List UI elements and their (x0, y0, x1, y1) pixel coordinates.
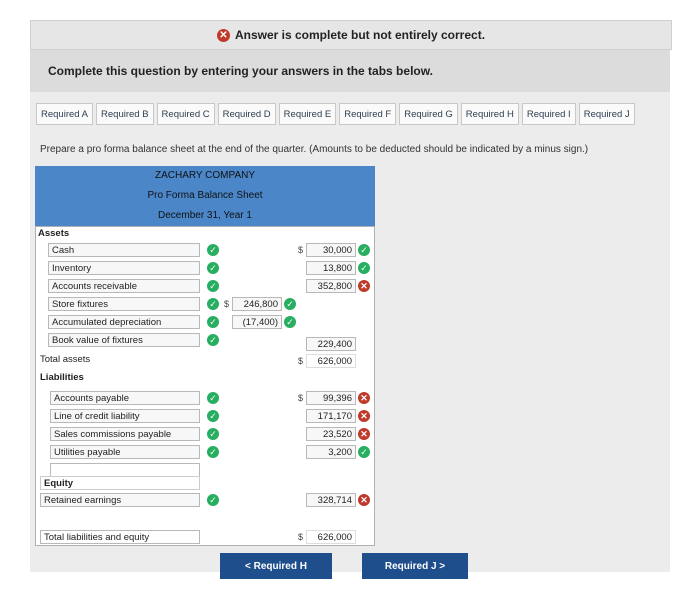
inventory-label-field[interactable]: Inventory (48, 261, 200, 275)
incorrect-icon: ✕ (358, 494, 370, 506)
balance-sheet-table: Assets Cash ✓ $ 30,000 ✓ Inventory ✓ 13,… (35, 226, 375, 546)
total-le-value: 626,000 (306, 530, 356, 544)
correct-icon: ✓ (207, 410, 219, 422)
depreciation-label-field[interactable]: Accumulated depreciation (48, 315, 200, 329)
correct-icon: ✓ (207, 446, 219, 458)
prev-required-button[interactable]: < Required H (220, 553, 332, 579)
section-equity: Equity (40, 476, 200, 490)
retained-value-field[interactable]: 328,714 (306, 493, 356, 507)
inventory-value-field[interactable]: 13,800 (306, 261, 356, 275)
total-assets-label: Total assets (40, 354, 91, 365)
dollar-sign: $ (298, 356, 304, 366)
fixtures-value-field[interactable]: 246,800 (232, 297, 282, 311)
correct-icon: ✓ (207, 494, 219, 506)
utilities-value-field[interactable]: 3,200 (306, 445, 356, 459)
tab-required-f[interactable]: Required F (339, 103, 397, 125)
incorrect-icon: ✕ (358, 280, 370, 292)
next-required-button[interactable]: Required J > (362, 553, 468, 579)
sheet-title: Pro Forma Balance Sheet (147, 190, 263, 201)
dollar-sign: $ (298, 532, 304, 542)
receivable-label-field[interactable]: Accounts receivable (48, 279, 200, 293)
commissions-label-field[interactable]: Sales commissions payable (50, 427, 200, 441)
correct-icon: ✓ (284, 316, 296, 328)
payable-label-field[interactable]: Accounts payable (50, 391, 200, 405)
sheet-date: December 31, Year 1 (158, 210, 252, 221)
tab-bar: Required A Required B Required C Require… (36, 103, 635, 125)
balance-sheet-header: ZACHARY COMPANY Pro Forma Balance Sheet … (35, 166, 375, 226)
correct-icon: ✓ (207, 262, 219, 274)
fixtures-label-field[interactable]: Store fixtures (48, 297, 200, 311)
instruction-text: Complete this question by entering your … (48, 64, 433, 78)
incorrect-icon: ✕ (358, 428, 370, 440)
correct-icon: ✓ (207, 280, 219, 292)
instruction-bar: Complete this question by entering your … (30, 50, 670, 92)
correct-icon: ✓ (207, 298, 219, 310)
prompt-text: Prepare a pro forma balance sheet at the… (40, 144, 589, 155)
incorrect-icon: ✕ (216, 28, 230, 42)
tab-required-d[interactable]: Required D (217, 103, 276, 125)
tab-required-e[interactable]: Required E (278, 103, 337, 125)
tab-required-c[interactable]: Required C (156, 103, 215, 125)
total-le-label: Total liabilities and equity (40, 530, 200, 544)
credit-value-field[interactable]: 171,170 (306, 409, 356, 423)
utilities-label-field[interactable]: Utilities payable (50, 445, 200, 459)
tab-required-g[interactable]: Required G (399, 103, 458, 125)
correct-icon: ✓ (207, 428, 219, 440)
total-assets-value: 626,000 (306, 354, 356, 368)
section-assets: Assets (38, 228, 70, 239)
tab-required-a[interactable]: Required A (36, 103, 94, 125)
empty-liability-field[interactable] (50, 463, 200, 477)
dollar-sign: $ (298, 245, 304, 255)
tab-required-b[interactable]: Required B (96, 103, 154, 125)
banner-text: Answer is complete but not entirely corr… (234, 28, 486, 42)
retained-label-field[interactable]: Retained earnings (40, 493, 200, 507)
tab-required-h[interactable]: Required H (460, 103, 519, 125)
correct-icon: ✓ (207, 334, 219, 346)
tab-required-j[interactable]: Required J (578, 103, 635, 125)
answer-status-banner: ✕ Answer is complete but not entirely co… (30, 20, 672, 50)
correct-icon: ✓ (207, 392, 219, 404)
correct-icon: ✓ (358, 262, 370, 274)
book-value-label-field[interactable]: Book value of fixtures (48, 333, 200, 347)
incorrect-icon: ✕ (358, 410, 370, 422)
cash-label-field[interactable]: Cash (48, 243, 200, 257)
company-name: ZACHARY COMPANY (154, 170, 256, 181)
correct-icon: ✓ (358, 244, 370, 256)
correct-icon: ✓ (207, 316, 219, 328)
tab-required-i[interactable]: Required I (521, 103, 576, 125)
correct-icon: ✓ (358, 446, 370, 458)
depreciation-value-field[interactable]: (17,400) (232, 315, 282, 329)
book-value-field[interactable]: 229,400 (306, 337, 356, 351)
receivable-value-field[interactable]: 352,800 (306, 279, 356, 293)
credit-label-field[interactable]: Line of credit liability (50, 409, 200, 423)
correct-icon: ✓ (284, 298, 296, 310)
dollar-sign: $ (224, 299, 230, 309)
commissions-value-field[interactable]: 23,520 (306, 427, 356, 441)
incorrect-icon: ✕ (358, 392, 370, 404)
payable-value-field[interactable]: 99,396 (306, 391, 356, 405)
correct-icon: ✓ (207, 244, 219, 256)
section-liabilities: Liabilities (40, 372, 84, 383)
cash-value-field[interactable]: 30,000 (306, 243, 356, 257)
dollar-sign: $ (298, 393, 304, 403)
